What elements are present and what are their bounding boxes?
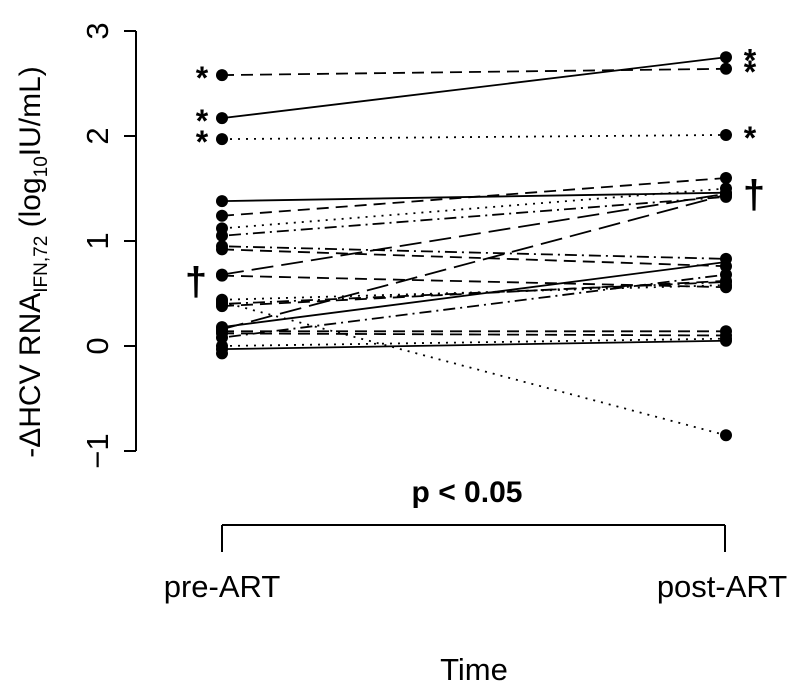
- series-line: [221, 261, 727, 328]
- series-line: [221, 177, 727, 217]
- post-art-point: [720, 51, 732, 64]
- series-lines: [221, 56, 727, 437]
- y-axis-label-space: [14, 227, 47, 235]
- series-line: [221, 193, 727, 331]
- asterisk-marker: *: [744, 120, 757, 156]
- pre-art-point: [216, 209, 228, 222]
- post-art-point: [720, 429, 732, 442]
- post-art-point: [720, 281, 732, 294]
- y-axis-label: -ΔHCV RNAIFN,72 (log10IU/mL): [14, 66, 52, 458]
- post-art-point: [720, 172, 732, 184]
- asterisk-marker: *: [196, 60, 209, 96]
- series-line: [221, 56, 727, 120]
- asterisk-marker: *: [744, 42, 757, 78]
- y-axis: −1 0 1 2 3: [80, 22, 137, 469]
- pre-art-point: [216, 69, 228, 82]
- asterisk-marker: *: [744, 54, 757, 90]
- series-line: [221, 301, 727, 437]
- series-line: [221, 339, 727, 351]
- series-line: [221, 280, 727, 307]
- pre-art-point: [216, 112, 228, 125]
- data-points: [216, 51, 732, 442]
- series-line: [221, 134, 727, 141]
- asterisk-marker: *: [196, 124, 209, 160]
- x-axis-label: Time: [440, 652, 508, 687]
- pre-art-point: [216, 243, 228, 256]
- series-line: [221, 273, 727, 339]
- comparison-bracket: [221, 524, 726, 552]
- y-axis-label-main: -ΔHCV RNA: [14, 293, 47, 458]
- pre-art-point: [216, 347, 228, 360]
- category-label-pre: pre-ART: [164, 569, 281, 604]
- y-axis-label-unit-sub: 10: [31, 156, 52, 177]
- series-line: [221, 192, 727, 276]
- pre-art-point: [216, 229, 228, 242]
- y-tick-label: 0: [80, 337, 115, 354]
- post-art-point: [720, 260, 732, 273]
- series-line: [221, 248, 727, 268]
- pre-art-point: [216, 331, 228, 344]
- pre-art-point: [216, 195, 228, 208]
- y-axis-label-sub: IFN,72: [31, 236, 52, 293]
- y-axis-label-unit-close: IU/mL): [14, 66, 47, 156]
- pre-art-point: [216, 133, 228, 146]
- category-label-post: post-ART: [657, 569, 787, 604]
- y-tick-label: 1: [80, 232, 115, 249]
- post-art-point: [720, 334, 732, 347]
- series-line: [221, 196, 727, 237]
- y-axis-label-unit-open: (log: [14, 177, 47, 227]
- y-tick-label: 2: [80, 127, 115, 144]
- y-tick-label: 3: [80, 22, 115, 39]
- series-line: [221, 245, 727, 260]
- series-line: [221, 332, 727, 337]
- dagger-marker: †: [185, 260, 207, 304]
- pre-art-point: [216, 269, 228, 282]
- post-art-point: [720, 190, 732, 203]
- dagger-marker: †: [743, 173, 765, 217]
- post-art-point: [720, 128, 732, 141]
- asterisk-marker: *: [196, 103, 209, 139]
- p-value-annotation: p < 0.05: [412, 476, 523, 509]
- significance-markers: ***†***†: [185, 42, 765, 304]
- pre-art-point: [216, 300, 228, 313]
- y-tick-label: −1: [80, 433, 115, 468]
- series-line: [221, 67, 727, 76]
- post-art-point: [720, 62, 732, 75]
